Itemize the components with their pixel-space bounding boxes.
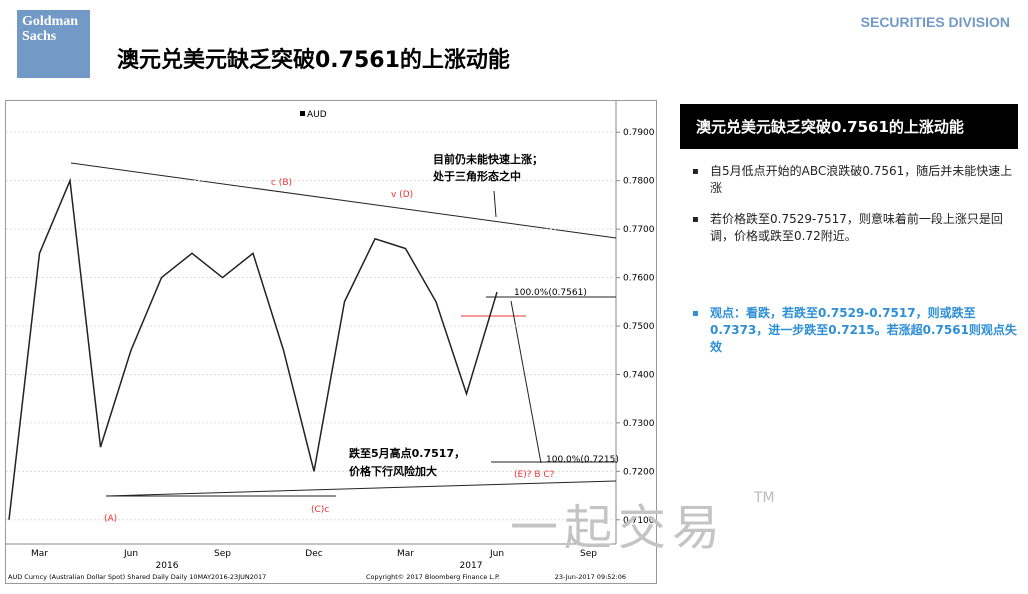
watermark: 一起交易 bbox=[510, 500, 727, 556]
slide-title: 澳元兑美元缺乏突破0.7561的上涨动能 bbox=[117, 48, 510, 73]
legend-swatch bbox=[300, 111, 305, 116]
y-tick-label: 0.7500 bbox=[623, 322, 655, 332]
x-tick-label: Jun bbox=[489, 549, 504, 559]
annotation: (E)? B C? bbox=[514, 470, 555, 480]
year-label: 2016 bbox=[156, 561, 179, 571]
division: SECURITIES DIVISION bbox=[860, 14, 1010, 30]
annotation: c (B) bbox=[271, 178, 292, 188]
legend-label: AUD bbox=[307, 110, 327, 120]
y-tick-label: 0.7200 bbox=[623, 467, 655, 477]
annotation: (C)c bbox=[311, 505, 329, 515]
x-tick-label: Mar bbox=[397, 549, 414, 559]
bullet: 自5月低点开始的ABC浪跌破0.7561，随后并未能快速上涨 bbox=[680, 163, 1018, 197]
y-tick-label: 0.7100 bbox=[623, 516, 655, 526]
chart: 0.7100 0.7200 0.7300 0.7400 0.7500 0.7600 0.77… bbox=[6, 101, 655, 581]
bullet: 若价格跌至0.7529-7517，则意味着前一段上涨只是回调，价格或跌至0.72… bbox=[680, 211, 1018, 245]
y-tick-label: 0.7800 bbox=[623, 177, 655, 187]
y-tick-label: 0.7700 bbox=[623, 225, 655, 235]
logo: Goldman Sachs bbox=[17, 10, 90, 78]
footer: 23-Jun-2017 09:52:06 bbox=[555, 573, 626, 581]
annotation: 处于三角形态之中 bbox=[432, 169, 521, 183]
annotation: 价格下行风险加大 bbox=[349, 464, 437, 478]
pointer bbox=[493, 190, 497, 218]
trend-line bbox=[105, 480, 617, 497]
bullet: 观点：看跌，若跌至0.7529-0.7517，则或跌至0.7373，进一步跌至0… bbox=[680, 305, 1018, 356]
x-tick-label: Sep bbox=[214, 549, 231, 559]
projection bbox=[510, 300, 542, 464]
annotation: 100.0%(0.7215) bbox=[546, 455, 619, 465]
footer: AUD Curncy (Australian Dollar Spot) Shar… bbox=[8, 573, 266, 581]
annotation: 跌至5月高点0.7517， bbox=[349, 446, 465, 460]
y-tick-label: 0.7600 bbox=[623, 274, 655, 284]
price-line bbox=[8, 177, 498, 520]
footer: Copyright© 2017 Bloomberg Finance L.P. bbox=[366, 573, 500, 581]
annotation: v (D) bbox=[391, 190, 413, 200]
x-tick-label: Jun bbox=[123, 549, 138, 559]
trend-line bbox=[70, 162, 617, 239]
annotation: 目前仍未能快速上涨； bbox=[433, 152, 543, 166]
chart-box: 0.7100 0.7200 0.7300 0.7400 0.7500 0.7600 0.77… bbox=[5, 100, 657, 584]
x-tick-label: Sep bbox=[580, 549, 597, 559]
y-tick-label: 0.7900 bbox=[623, 128, 655, 138]
panel-title: 澳元兑美元缺乏突破0.7561的上涨动能 bbox=[680, 104, 1018, 149]
panel: 澳元兑美元缺乏突破0.7561的上涨动能 自5月低点开始的ABC浪跌破0.756… bbox=[680, 104, 1018, 356]
watermark-tm: TM bbox=[754, 490, 775, 506]
annotation: (A) bbox=[104, 514, 117, 524]
x-tick-label: Dec bbox=[305, 549, 322, 559]
x-tick-label: Mar bbox=[31, 549, 48, 559]
annotation: 100.0%(0.7561) bbox=[514, 288, 587, 298]
year-label: 2017 bbox=[460, 561, 483, 571]
y-tick-label: 0.7400 bbox=[623, 370, 655, 380]
y-tick-label: 0.7300 bbox=[623, 419, 655, 429]
